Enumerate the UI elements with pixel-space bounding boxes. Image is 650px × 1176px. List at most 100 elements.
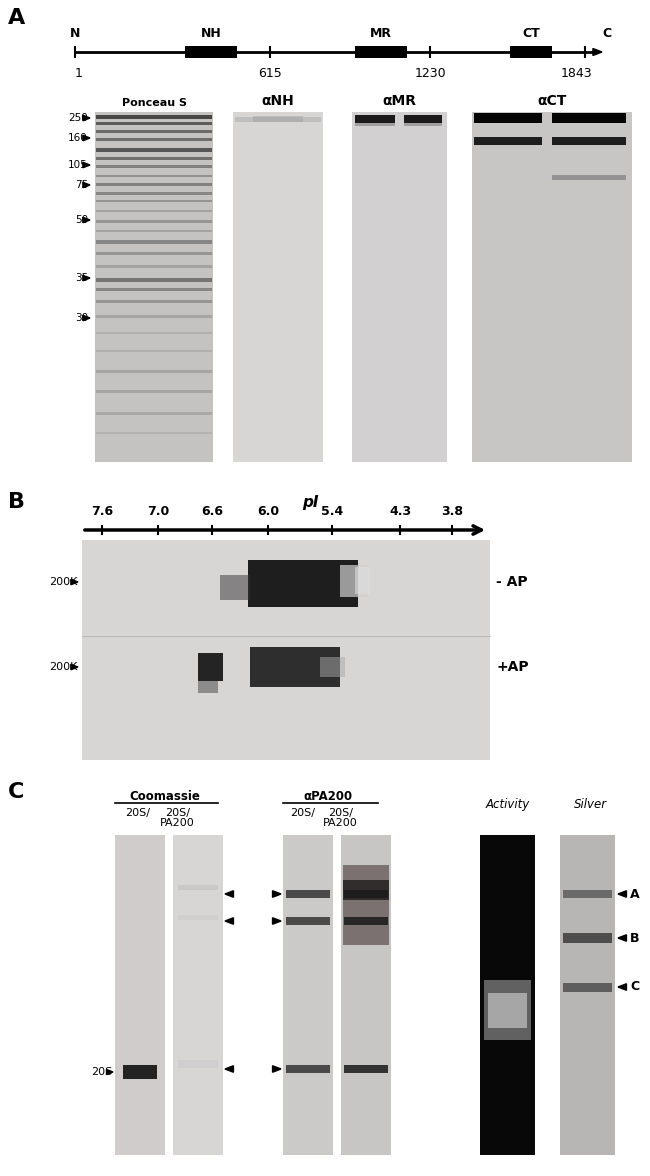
Bar — [96, 200, 212, 202]
Polygon shape — [272, 890, 281, 897]
Polygon shape — [272, 917, 281, 924]
Text: 30: 30 — [75, 313, 88, 323]
Text: pI: pI — [302, 495, 318, 510]
Bar — [344, 917, 388, 926]
Text: - AP: - AP — [496, 575, 528, 589]
Text: PA200: PA200 — [160, 818, 195, 828]
Text: A: A — [630, 888, 640, 901]
Bar — [283, 835, 333, 1155]
Bar — [563, 890, 612, 898]
Bar — [563, 983, 612, 993]
Polygon shape — [83, 115, 90, 121]
Bar — [178, 886, 218, 890]
Bar — [552, 113, 626, 123]
Bar — [235, 116, 321, 122]
Bar — [220, 575, 250, 600]
Text: C: C — [630, 981, 639, 994]
Polygon shape — [83, 218, 90, 222]
Bar — [96, 350, 212, 352]
Polygon shape — [83, 315, 90, 321]
Bar — [286, 917, 330, 926]
Polygon shape — [225, 917, 233, 924]
Text: 6.0: 6.0 — [257, 505, 279, 517]
Polygon shape — [71, 580, 78, 584]
Bar — [96, 265, 212, 268]
Bar — [95, 112, 213, 462]
Bar — [355, 46, 407, 58]
Bar — [248, 560, 358, 607]
Text: C: C — [603, 27, 612, 40]
Polygon shape — [618, 984, 627, 990]
Bar — [286, 890, 330, 898]
Bar — [115, 835, 165, 1155]
Bar — [96, 175, 212, 178]
Text: 20S: 20S — [91, 1067, 112, 1077]
Text: 50: 50 — [75, 215, 88, 225]
Text: 250: 250 — [68, 113, 88, 123]
Bar — [253, 116, 303, 122]
Text: 7.6: 7.6 — [91, 505, 113, 517]
Text: CT: CT — [522, 27, 540, 40]
Bar — [286, 1065, 330, 1073]
Bar — [96, 115, 212, 119]
Text: 7.0: 7.0 — [147, 505, 169, 517]
Polygon shape — [83, 182, 90, 188]
Polygon shape — [618, 935, 627, 941]
Text: 3.8: 3.8 — [441, 505, 463, 517]
Bar — [96, 432, 212, 434]
Polygon shape — [225, 1065, 233, 1073]
Text: 20S/: 20S/ — [290, 808, 315, 818]
Text: 35: 35 — [75, 273, 88, 283]
Text: 20S/: 20S/ — [328, 808, 353, 818]
Bar — [474, 113, 542, 123]
Bar — [198, 681, 218, 693]
Polygon shape — [83, 275, 90, 281]
Bar — [341, 835, 391, 1155]
Text: N: N — [70, 27, 80, 40]
Bar — [404, 123, 442, 126]
Text: 1230: 1230 — [414, 67, 446, 80]
Bar — [96, 370, 212, 373]
Bar — [404, 115, 442, 123]
Bar — [233, 112, 323, 462]
Bar — [96, 288, 212, 290]
Bar — [96, 390, 212, 393]
Bar — [355, 567, 370, 594]
Bar — [355, 123, 395, 126]
Bar — [474, 136, 542, 145]
Bar — [250, 647, 340, 687]
Bar — [96, 240, 212, 243]
Text: 160: 160 — [68, 133, 88, 143]
Polygon shape — [618, 890, 627, 897]
Bar — [96, 165, 212, 168]
Text: 200K: 200K — [49, 577, 77, 587]
Bar — [96, 300, 212, 303]
Text: A: A — [8, 8, 25, 28]
Polygon shape — [71, 664, 78, 670]
Polygon shape — [593, 48, 602, 55]
Bar — [344, 1065, 388, 1073]
Text: B: B — [8, 492, 25, 512]
Bar — [96, 211, 212, 212]
Text: Silver: Silver — [573, 799, 606, 811]
Text: 4.3: 4.3 — [389, 505, 411, 517]
Bar — [178, 915, 218, 920]
Bar — [355, 115, 395, 123]
Bar — [178, 1060, 218, 1068]
Text: 1843: 1843 — [560, 67, 592, 80]
Bar — [344, 890, 388, 898]
Text: PA200: PA200 — [323, 818, 358, 828]
Bar — [82, 540, 490, 760]
Bar — [343, 880, 389, 900]
Bar — [340, 564, 368, 597]
Bar — [352, 112, 447, 462]
Bar — [173, 835, 223, 1155]
Bar — [510, 46, 552, 58]
Bar — [123, 1065, 157, 1080]
Bar — [488, 993, 527, 1028]
Bar — [96, 332, 212, 334]
Bar — [96, 131, 212, 133]
Bar — [96, 138, 212, 141]
Polygon shape — [83, 162, 90, 168]
Bar — [96, 220, 212, 223]
